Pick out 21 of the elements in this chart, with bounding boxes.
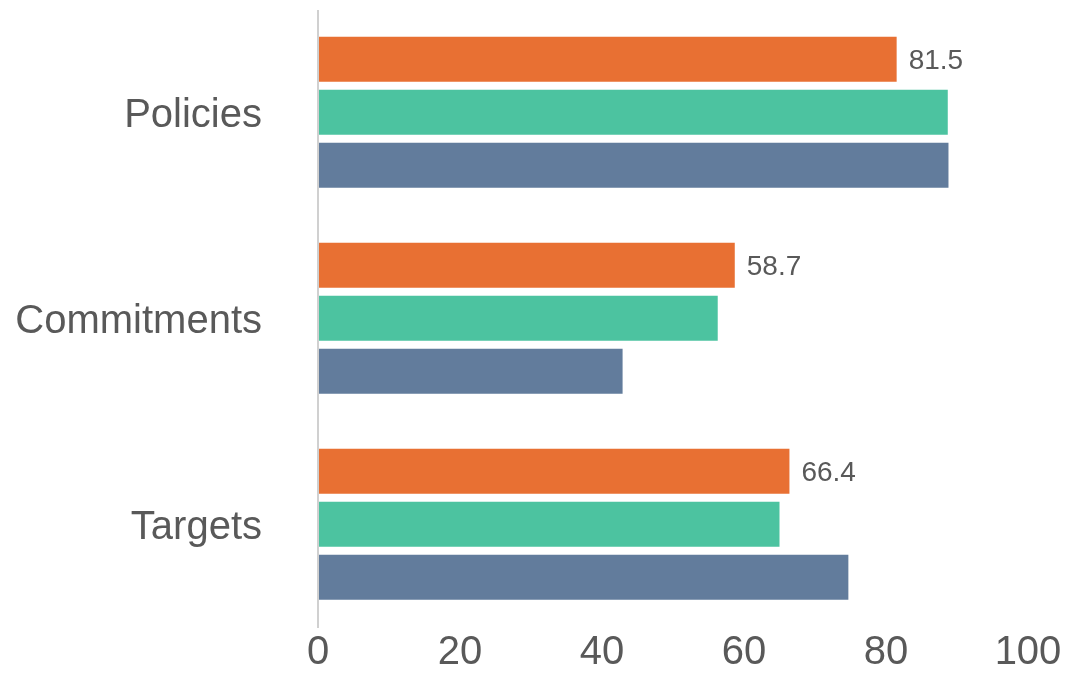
data-label: 58.7 (746, 250, 802, 282)
bar (318, 36, 897, 82)
bar (318, 295, 718, 341)
bar (318, 242, 735, 288)
x-tick-label: 20 (437, 628, 483, 673)
bar (318, 142, 949, 188)
y-tick-label: Targets (130, 503, 262, 548)
x-tick-label: 0 (306, 628, 330, 673)
bar (318, 554, 849, 600)
x-tick-label: 40 (579, 628, 625, 673)
data-label: 81.5 (908, 44, 964, 76)
x-tick-label: 100 (994, 628, 1062, 673)
data-label: 66.4 (801, 456, 856, 488)
x-tick-label: 60 (721, 628, 767, 673)
x-tick-label: 80 (863, 628, 909, 673)
bar (318, 501, 780, 547)
y-tick-label: Policies (124, 91, 262, 136)
bar (318, 89, 948, 135)
bar (318, 448, 790, 494)
y-tick-label: Commitments (15, 297, 262, 342)
bar (318, 348, 623, 394)
